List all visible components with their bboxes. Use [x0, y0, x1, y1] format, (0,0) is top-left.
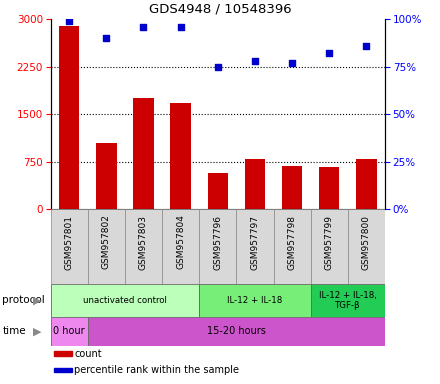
Point: [66, 18, 73, 24]
Text: GSM957801: GSM957801: [65, 215, 73, 270]
Text: GSM957796: GSM957796: [213, 215, 222, 270]
Bar: [199, 284, 311, 317]
Bar: [88, 209, 125, 284]
Bar: [282, 166, 302, 209]
Bar: [88, 317, 385, 346]
Bar: [170, 103, 191, 209]
Bar: [199, 209, 236, 284]
Bar: [54, 368, 72, 372]
Point: [140, 24, 147, 30]
Point: [289, 60, 296, 66]
Bar: [125, 209, 162, 284]
Text: count: count: [74, 349, 102, 359]
Point: [103, 35, 110, 41]
Bar: [236, 209, 274, 284]
Point: [177, 24, 184, 30]
Bar: [348, 209, 385, 284]
Bar: [356, 159, 377, 209]
Text: protocol: protocol: [2, 295, 45, 306]
Bar: [162, 209, 199, 284]
Text: GSM957798: GSM957798: [288, 215, 297, 270]
Bar: [311, 209, 348, 284]
Bar: [274, 209, 311, 284]
Text: GSM957803: GSM957803: [139, 215, 148, 270]
Text: 0 hour: 0 hour: [53, 326, 85, 336]
Text: ▶: ▶: [33, 326, 42, 336]
Text: IL-12 + IL-18: IL-12 + IL-18: [227, 296, 282, 305]
Text: percentile rank within the sample: percentile rank within the sample: [74, 365, 239, 375]
Point: [251, 58, 258, 64]
Text: 15-20 hours: 15-20 hours: [207, 326, 266, 336]
Point: [214, 64, 221, 70]
Text: GSM957800: GSM957800: [362, 215, 371, 270]
Bar: [208, 172, 228, 209]
Bar: [311, 284, 385, 317]
Bar: [51, 317, 88, 346]
Text: GSM957802: GSM957802: [102, 215, 111, 270]
Bar: [96, 143, 117, 209]
Point: [363, 43, 370, 49]
Text: GSM957799: GSM957799: [325, 215, 334, 270]
Bar: [54, 351, 72, 356]
Bar: [133, 98, 154, 209]
Bar: [51, 209, 88, 284]
Text: time: time: [2, 326, 26, 336]
Bar: [319, 167, 340, 209]
Bar: [51, 284, 199, 317]
Text: GDS4948 / 10548396: GDS4948 / 10548396: [149, 2, 291, 15]
Bar: [59, 26, 79, 209]
Text: GSM957797: GSM957797: [250, 215, 260, 270]
Point: [326, 50, 333, 56]
Text: GSM957804: GSM957804: [176, 215, 185, 270]
Text: IL-12 + IL-18,
TGF-β: IL-12 + IL-18, TGF-β: [319, 291, 377, 310]
Text: ▶: ▶: [33, 295, 42, 306]
Bar: [245, 159, 265, 209]
Text: unactivated control: unactivated control: [83, 296, 167, 305]
